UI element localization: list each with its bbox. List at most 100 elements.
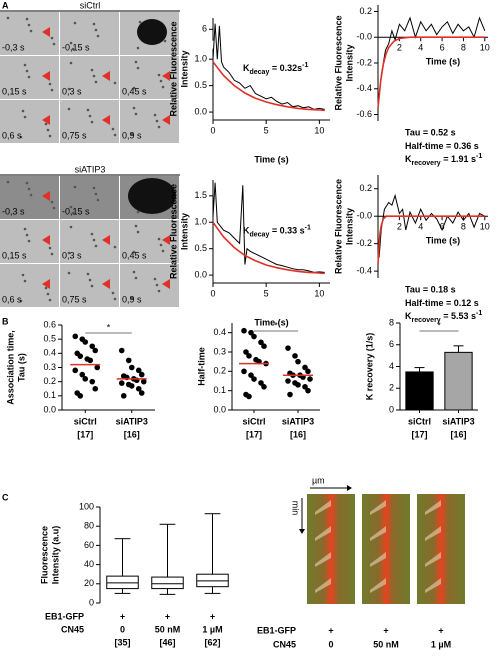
data-point: [243, 349, 249, 355]
data-point: [261, 384, 267, 390]
y-axis-title: Intensity: [344, 208, 354, 245]
image-speck: [25, 233, 29, 237]
y-tick-label: 0.0: [194, 106, 207, 116]
bar: [405, 371, 434, 411]
image-cell: [60, 176, 119, 219]
x-tick-label: siCtrl: [242, 416, 265, 426]
count-label: [62]: [204, 637, 220, 647]
data-point: [77, 393, 84, 399]
image-blob: [137, 19, 167, 45]
image-speck: [153, 113, 157, 117]
annotation-part: K: [405, 311, 412, 321]
y-tick-label: 0.5: [194, 80, 207, 90]
y-tick-label: 0.5: [43, 334, 56, 344]
row-label: CN45: [273, 639, 296, 649]
data-point: [258, 380, 264, 386]
time-label: 0,15 s: [2, 250, 27, 260]
x-tick-label: 5: [264, 125, 269, 135]
y-tick-label: 8: [389, 317, 394, 327]
time-label: 0,3 s: [62, 86, 82, 96]
image-title: siCtrl: [80, 0, 101, 10]
x-tick-label: 8: [461, 43, 466, 53]
count-label: [46]: [159, 637, 175, 647]
image-speck: [48, 134, 52, 138]
y-tick-label: 0.0: [43, 404, 56, 414]
arrowhead: [42, 235, 50, 245]
time-label: -0,3 s: [2, 206, 25, 216]
x-tick-label: 50 nM: [155, 624, 181, 634]
image-speck: [155, 119, 159, 123]
x-axis-title: Time (s): [254, 317, 288, 327]
row-label: EB1-GFP: [45, 611, 84, 621]
data-point: [82, 339, 89, 345]
image-speck: [90, 232, 94, 236]
image-speck: [48, 82, 52, 86]
data-line: [377, 36, 485, 109]
significance: *: [107, 322, 111, 332]
image-speck: [113, 81, 117, 85]
y-tick-label: -0.6: [356, 109, 372, 119]
image-speck: [113, 245, 117, 249]
significance: *: [274, 320, 278, 330]
data-line: [212, 61, 325, 112]
y-tick-label: 0.1: [213, 385, 226, 395]
image-speck: [23, 279, 27, 283]
image-speck: [111, 127, 115, 131]
y-tick-label: 0.5: [194, 243, 207, 253]
x-arrowhead: [347, 485, 352, 491]
image-speck: [46, 128, 50, 132]
y-tick-label: 1.0: [194, 217, 207, 227]
x-tick-label: 0: [210, 125, 215, 135]
kymo-streak: [425, 552, 441, 567]
image-speck: [67, 107, 71, 111]
x-tick-label: 6: [440, 222, 445, 232]
y-arrowhead: [299, 529, 305, 534]
marker: +: [438, 625, 443, 635]
image-speck: [136, 210, 140, 214]
y-tick-label: 0: [389, 404, 394, 414]
kymograph: [417, 494, 465, 604]
data-point: [302, 384, 308, 390]
data-line: [212, 182, 325, 273]
data-point: [246, 353, 252, 359]
data-point: [241, 368, 247, 375]
image-speck: [159, 243, 163, 247]
count-label: [17]: [411, 429, 427, 439]
annotation-part: recovery: [412, 317, 441, 324]
data-point: [295, 382, 301, 388]
y-tick-label: 60: [84, 540, 94, 550]
image-speck: [67, 251, 71, 255]
time-label: 0,75 s: [62, 130, 87, 140]
data-point: [246, 393, 252, 400]
y-axis-title: Fluorescence: [39, 526, 49, 584]
image-speck: [157, 125, 161, 129]
fit-note: Half-time = 0.36 s: [405, 141, 479, 151]
data-point: [241, 327, 247, 334]
data-point: [307, 376, 313, 382]
image-speck: [25, 181, 29, 185]
arrowhead: [42, 71, 50, 81]
image-speck: [157, 237, 161, 241]
image-speck: [52, 206, 56, 210]
data-point: [89, 343, 96, 350]
data-point: [92, 385, 99, 392]
condition-label: 50 nM: [373, 639, 399, 649]
image-speck: [159, 79, 163, 83]
y-axis-title: Relative Fluorescence: [333, 179, 343, 274]
data-point: [138, 371, 145, 378]
y-tick-label: 0.2: [359, 6, 372, 16]
arrowhead: [102, 71, 110, 81]
image-speck: [69, 205, 73, 209]
image-speck: [132, 270, 136, 274]
time-label: 0,45 s: [122, 250, 147, 260]
time-label: -0,3 s: [2, 42, 25, 52]
y-tick-label: 100: [79, 501, 94, 511]
image-speck: [6, 180, 10, 184]
annotation-part: decay: [250, 232, 270, 239]
arrowhead: [102, 279, 110, 289]
image-speck: [86, 272, 90, 276]
time-label: 0,45 s: [122, 86, 147, 96]
y-tick-label: 6: [202, 24, 207, 34]
data-point: [72, 333, 79, 340]
marker: +: [383, 625, 388, 635]
